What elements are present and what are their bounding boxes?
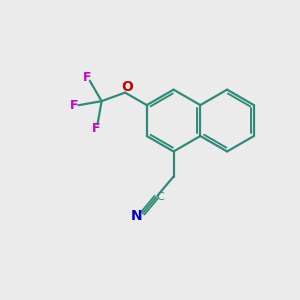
- Text: F: F: [92, 122, 100, 135]
- Text: C: C: [156, 192, 164, 202]
- Text: F: F: [82, 71, 91, 84]
- Text: O: O: [122, 80, 134, 94]
- Text: F: F: [70, 99, 78, 112]
- Text: N: N: [130, 209, 142, 223]
